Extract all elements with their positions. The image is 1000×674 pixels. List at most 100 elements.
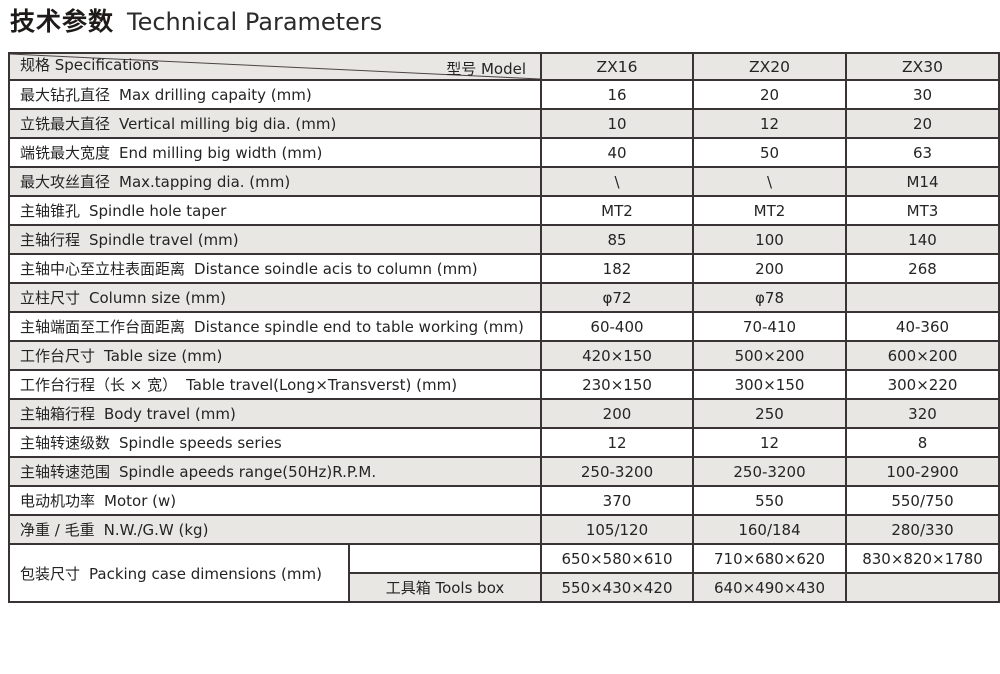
technical-parameters-table: 规格 Specifications 型号 Model ZX16 ZX20 ZX3… <box>8 52 1000 603</box>
toolbox-row: 工具箱 Tools box 550×430×420 640×490×430 <box>9 572 1000 603</box>
param-label: 立柱尺寸 Column size (mm) <box>8 282 542 313</box>
param-label-zh: 立柱尺寸 <box>20 289 81 307</box>
param-label-en: Distance spindle end to table working (m… <box>194 318 524 336</box>
value-cell-zx20: 550 <box>692 485 847 516</box>
param-label-zh: 主轴转速级数 <box>20 434 111 452</box>
param-label-en: Column size (mm) <box>89 289 227 307</box>
table-row: 主轴锥孔 Spindle hole taper MT2 MT2 MT3 <box>8 195 1000 226</box>
param-label-en: Motor (w) <box>104 492 177 510</box>
diagonal-divider-line <box>10 54 540 79</box>
value-cell-zx20: \ <box>692 166 847 197</box>
value-cell-zx16: 182 <box>540 253 694 284</box>
packing-label-en: Packing case dimensions (mm) <box>89 564 322 583</box>
value-cell-zx30: 830×820×1780 <box>845 543 1000 574</box>
table-row: 端铣最大宽度 End milling big width (mm) 40 50 6… <box>8 137 1000 168</box>
value-cell-zx30: 600×200 <box>845 340 1000 371</box>
param-label-en: N.W./G.W (kg) <box>103 521 209 539</box>
table-row: 主轴转速范围 Spindle apeeds range(50Hz)R.P.M. 2… <box>8 456 1000 487</box>
value-cell-zx16: MT2 <box>540 195 694 226</box>
param-label: 主轴锥孔 Spindle hole taper <box>8 195 542 226</box>
value-cell-zx16: 12 <box>540 427 694 458</box>
param-label-zh: 主轴中心至立柱表面距离 <box>20 260 186 278</box>
column-header-zx30: ZX30 <box>845 52 1000 81</box>
value-cell-zx30: 8 <box>845 427 1000 458</box>
param-label-en: Spindle apeeds range(50Hz)R.P.M. <box>119 463 377 481</box>
value-cell-zx16: φ72 <box>540 282 694 313</box>
page-title-zh: 技术参数 <box>10 7 115 36</box>
param-label-en: Table travel(Long×Transverst) (mm) <box>186 376 458 394</box>
value-cell-zx16: 40 <box>540 137 694 168</box>
value-cell-zx30: 280/330 <box>845 514 1000 545</box>
table-row: 主轴箱行程 Body travel (mm) 200 250 320 <box>8 398 1000 429</box>
value-cell-zx20: 100 <box>692 224 847 255</box>
param-label-zh: 主轴端面至工作台面距离 <box>20 318 186 336</box>
value-cell-zx20: 70-410 <box>692 311 847 342</box>
header-row: 规格 Specifications 型号 Model ZX16 ZX20 ZX3… <box>8 52 1000 81</box>
value-cell-zx30: 320 <box>845 398 1000 429</box>
table-row: 立柱尺寸 Column size (mm) φ72 φ78 <box>8 282 1000 313</box>
param-label-en: Max drilling capaity (mm) <box>119 86 312 104</box>
value-cell-zx30 <box>845 282 1000 313</box>
table-row: 工作台行程（长 × 宽） Table travel(Long×Transverst… <box>8 369 1000 400</box>
value-cell-zx20: 640×490×430 <box>692 572 847 603</box>
value-cell-zx16: 420×150 <box>540 340 694 371</box>
toolbox-label: 工具箱 Tools box <box>348 572 542 603</box>
value-cell-zx30: MT3 <box>845 195 1000 226</box>
value-cell-zx30: 140 <box>845 224 1000 255</box>
param-label: 净重 / 毛重 N.W./G.W (kg) <box>8 514 542 545</box>
param-label: 主轴行程 Spindle travel (mm) <box>8 224 542 255</box>
param-label: 主轴端面至工作台面距离 Distance spindle end to table… <box>8 311 542 342</box>
value-cell-zx16: \ <box>540 166 694 197</box>
column-header-zx20: ZX20 <box>692 52 847 81</box>
value-cell-zx16: 85 <box>540 224 694 255</box>
value-cell-zx16: 10 <box>540 108 694 139</box>
value-cell-zx20: 160/184 <box>692 514 847 545</box>
param-label-zh: 端铣最大宽度 <box>20 144 111 162</box>
table-row: 电动机功率 Motor (w) 370 550 550/750 <box>8 485 1000 516</box>
value-cell-zx30: 30 <box>845 79 1000 110</box>
table-row: 最大攻丝直径 Max.tapping dia. (mm) \ \ M14 <box>8 166 1000 197</box>
param-label: 工作台尺寸 Table size (mm) <box>8 340 542 371</box>
packing-label-zh: 包装尺寸 <box>20 564 81 583</box>
param-label-en: Table size (mm) <box>104 347 223 365</box>
value-cell-zx20: 500×200 <box>692 340 847 371</box>
value-cell-zx20: 710×680×620 <box>692 543 847 574</box>
param-label-zh: 工作台尺寸 <box>20 347 96 365</box>
param-label: 主轴箱行程 Body travel (mm) <box>8 398 542 429</box>
value-cell-zx20: 20 <box>692 79 847 110</box>
param-label-en: Body travel (mm) <box>104 405 236 423</box>
value-cell-zx20: 12 <box>692 108 847 139</box>
value-cell-zx20: 250 <box>692 398 847 429</box>
value-cell-zx16: 16 <box>540 79 694 110</box>
param-label-zh: 工作台行程（长 × 宽） <box>20 376 178 394</box>
table-row: 主轴中心至立柱表面距离 Distance soindle acis to colu… <box>8 253 1000 284</box>
value-cell-zx30: 550/750 <box>845 485 1000 516</box>
column-header-zx16: ZX16 <box>540 52 694 81</box>
value-cell-zx30: M14 <box>845 166 1000 197</box>
packing-label: 包装尺寸 Packing case dimensions (mm) <box>8 543 350 603</box>
spec-model-header-cell: 规格 Specifications 型号 Model <box>8 52 542 81</box>
param-label-zh: 最大攻丝直径 <box>20 173 111 191</box>
specifications-header-label: 规格 Specifications <box>20 56 159 74</box>
table-row: 主轴转速级数 Spindle speeds series 12 12 8 <box>8 427 1000 458</box>
page-title: 技术参数 Technical Parameters <box>10 5 1000 39</box>
table-row: 净重 / 毛重 N.W./G.W (kg) 105/120 160/184 280… <box>8 514 1000 545</box>
value-cell-zx30: 268 <box>845 253 1000 284</box>
table-row: 最大钻孔直径 Max drilling capaity (mm) 16 20 30 <box>8 79 1000 110</box>
param-label: 最大攻丝直径 Max.tapping dia. (mm) <box>8 166 542 197</box>
value-cell-zx20: 200 <box>692 253 847 284</box>
param-label: 主轴转速级数 Spindle speeds series <box>8 427 542 458</box>
value-cell-zx30: 40-360 <box>845 311 1000 342</box>
param-label-zh: 净重 / 毛重 <box>20 521 95 539</box>
param-label-zh: 立铣最大直径 <box>20 115 111 133</box>
value-cell-zx16: 60-400 <box>540 311 694 342</box>
value-cell-zx30: 300×220 <box>845 369 1000 400</box>
param-label: 最大钻孔直径 Max drilling capaity (mm) <box>8 79 542 110</box>
value-cell-zx30 <box>845 572 1000 603</box>
table-row: 工作台尺寸 Table size (mm) 420×150 500×200 600… <box>8 340 1000 371</box>
value-cell-zx16: 370 <box>540 485 694 516</box>
param-label: 端铣最大宽度 End milling big width (mm) <box>8 137 542 168</box>
model-header-label: 型号 Model <box>446 60 526 78</box>
value-cell-zx20: 50 <box>692 137 847 168</box>
value-cell-zx20: 12 <box>692 427 847 458</box>
